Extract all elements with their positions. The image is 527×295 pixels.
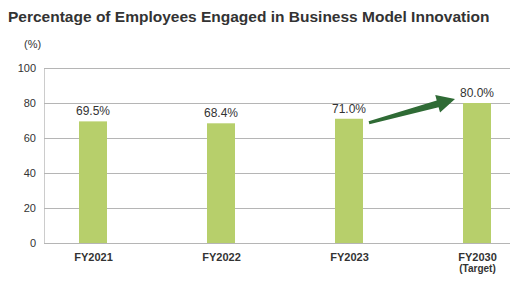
y-tick: 100 bbox=[18, 62, 510, 74]
y-tick-label: 0 bbox=[30, 237, 36, 249]
x-tick-label: FY2023 bbox=[330, 251, 369, 263]
x-tick-label-line: FY2030 bbox=[458, 251, 497, 263]
chart: Percentage of Employees Engaged in Busin… bbox=[0, 0, 527, 295]
bar bbox=[79, 121, 107, 243]
grid-line bbox=[44, 138, 510, 139]
y-tick-label: 80 bbox=[24, 97, 36, 109]
data-label: 80.0% bbox=[460, 86, 494, 100]
grid-line bbox=[44, 173, 510, 174]
x-tick-label-line: FY2022 bbox=[202, 251, 241, 263]
x-axis-line bbox=[94, 243, 478, 244]
data-label: 69.5% bbox=[76, 104, 110, 118]
x-tick: FY2022 bbox=[202, 243, 241, 263]
x-tick: FY2030(Target) bbox=[458, 243, 497, 274]
bar bbox=[335, 119, 363, 243]
x-tick-label: FY2022 bbox=[202, 251, 241, 263]
x-tick: FY2023 bbox=[330, 243, 369, 263]
y-tick-label: 60 bbox=[24, 132, 36, 144]
y-axis: 0 20 40 60 80 100 bbox=[18, 62, 510, 249]
data-label: 68.4% bbox=[204, 106, 238, 120]
y-axis-line bbox=[45, 69, 511, 244]
grid-line bbox=[44, 68, 510, 69]
y-tick-label: 100 bbox=[18, 62, 36, 74]
y-tick-label: 40 bbox=[24, 167, 36, 179]
x-axis: FY2021 FY2022 FY2023 FY2030(Target) bbox=[74, 243, 497, 274]
x-tick-label-line: FY2023 bbox=[330, 251, 369, 263]
x-tick-label-line: (Target) bbox=[459, 263, 495, 274]
x-tick: FY2021 bbox=[74, 243, 113, 263]
x-tick-label-line: FY2021 bbox=[74, 251, 113, 263]
data-label: 71.0% bbox=[332, 102, 366, 116]
arrow bbox=[369, 95, 455, 124]
x-tick-label: FY2030(Target) bbox=[458, 251, 497, 275]
y-axis-label: (%) bbox=[24, 38, 41, 50]
grid-line bbox=[44, 208, 510, 209]
bars bbox=[79, 103, 491, 243]
y-tick-label: 20 bbox=[24, 202, 36, 214]
bar bbox=[207, 123, 235, 243]
bar bbox=[463, 103, 491, 243]
title: Percentage of Employees Engaged in Busin… bbox=[8, 8, 489, 25]
x-tick-label: FY2021 bbox=[74, 251, 113, 263]
grid-line bbox=[44, 243, 510, 244]
